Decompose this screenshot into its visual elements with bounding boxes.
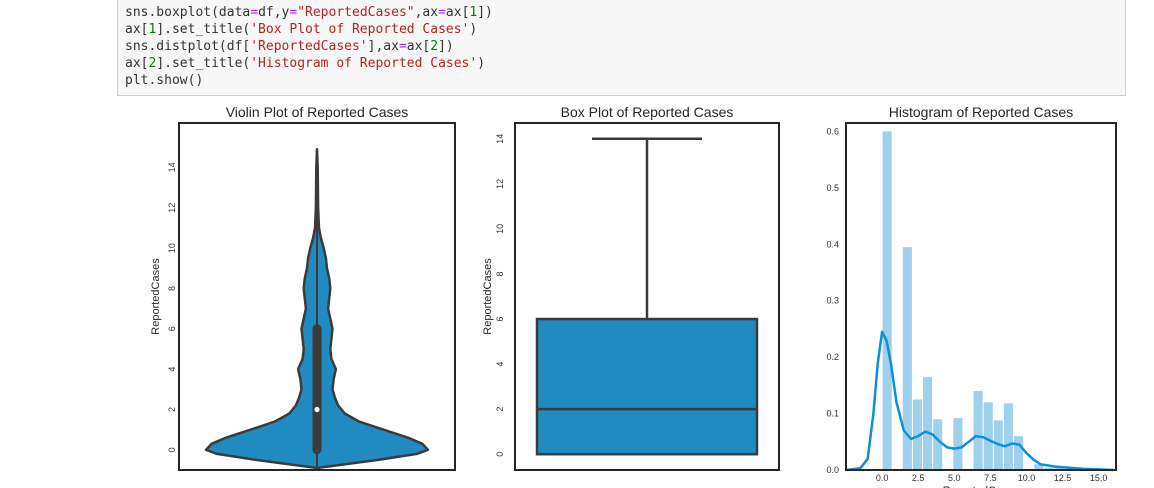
plot-frame: [845, 122, 1117, 471]
y-tick-label: 6: [167, 326, 177, 331]
y-tick-label: 6: [495, 317, 505, 322]
y-tick-label: 0: [495, 452, 505, 457]
code-token: 'ReportedCases': [250, 39, 368, 54]
y-tick-label: 0.5: [826, 183, 839, 193]
y-axis-label: ReportedCases: [482, 258, 494, 335]
box-iqr: [535, 317, 759, 456]
code-token: ax[: [445, 5, 470, 20]
histogram-bar: [983, 402, 993, 470]
histogram-bar: [912, 399, 923, 470]
code-token: ax[: [406, 39, 431, 54]
code-token: ): [469, 22, 478, 37]
code-token: 1: [469, 5, 478, 20]
y-tick-label: 12: [167, 203, 177, 213]
histogram-bar: [1013, 436, 1024, 470]
code-token: sns.boxplot(data: [125, 5, 251, 20]
code-token: =: [398, 39, 407, 54]
x-tick-label: 0.0: [876, 473, 889, 483]
y-tick-label: 2: [167, 407, 177, 412]
y-tick-label: 0.3: [826, 296, 839, 306]
x-tick-label: 5.0: [948, 473, 961, 483]
code-token: 1: [148, 22, 157, 37]
code-token: 'Histogram of Reported Cases': [250, 56, 478, 71]
y-tick-label: 12: [495, 179, 505, 189]
y-tick-label: 0.6: [826, 126, 839, 136]
y-tick-label: 0: [167, 447, 177, 452]
y-tick-label: 4: [167, 367, 177, 372]
histogram-bar: [1054, 467, 1064, 470]
y-tick-label: 14: [495, 134, 505, 144]
code-token: sns.distplot(df[: [125, 39, 251, 54]
y-tick-label: 2: [495, 407, 505, 412]
code-line: ax[1].set_title('Box Plot of Reported Ca…: [125, 21, 493, 38]
y-tick-label: 8: [495, 271, 505, 276]
figure: Violin Plot of Reported Cases 0 2 4 6 8 10 12 14…: [150, 104, 1117, 488]
code-token: 2: [148, 56, 157, 71]
code-token: ax[: [125, 56, 149, 71]
code-line: ax[2].set_title('Histogram of Reported C…: [125, 55, 493, 72]
y-tick-label: 0.4: [826, 239, 839, 249]
code-token: 2: [430, 39, 439, 54]
violin-median-point: [314, 406, 320, 413]
x-tick-label: 12.5: [1054, 473, 1072, 483]
code-token: ].set_title(: [156, 22, 251, 37]
plot-frame: [178, 122, 456, 471]
code-token: ]): [438, 39, 454, 54]
box-panel: Box Plot of Reported Cases 0 2 4 6 8 10 12 14 Rep…: [482, 104, 780, 471]
code-line: sns.distplot(df['ReportedCases'],ax=ax[2…: [125, 38, 493, 55]
code-token: =: [289, 5, 298, 20]
code-line: sns.boxplot(data=df,y="ReportedCases",ax…: [125, 4, 493, 21]
code-token: "ReportedCases": [297, 5, 415, 20]
code-token: ): [477, 56, 486, 71]
plot-frame: [514, 122, 780, 471]
x-tick-label: 7.5: [984, 473, 997, 483]
histogram-bar: [1003, 403, 1013, 470]
y-tick-label: 0.2: [826, 352, 839, 362]
histogram-panel: Histogram of Reported Cases 0.0 0.1 0.2 0.3 0…: [826, 104, 1117, 488]
y-tick-label: 10: [167, 243, 177, 253]
code-token: =: [438, 5, 446, 20]
y-tick-label: 14: [167, 162, 177, 172]
histogram-bar: [923, 376, 933, 470]
histogram-bar: [1044, 467, 1054, 470]
violin-panel: Violin Plot of Reported Cases 0 2 4 6 8 10 12 14…: [150, 104, 456, 471]
y-tick-label: 4: [495, 362, 505, 367]
y-tick-label: 0.1: [826, 409, 839, 419]
histogram-bar: [933, 419, 943, 470]
code-token: df,y: [258, 5, 290, 20]
kde-line: [845, 330, 1114, 472]
x-tick-label: 10.0: [1018, 473, 1036, 483]
code-token: ]): [477, 5, 493, 20]
x-tick-label: 15.0: [1090, 473, 1108, 483]
code-token: =: [250, 5, 259, 20]
code-token: ax[: [125, 22, 149, 37]
code-token: ],ax: [367, 39, 399, 54]
y-tick-label: 0.0: [826, 465, 839, 475]
y-axis-label: ReportedCases: [150, 258, 162, 335]
chart-title: Violin Plot of Reported Cases: [226, 104, 409, 120]
code-editor[interactable]: sns.boxplot(data=df,y="ReportedCases",ax…: [125, 4, 493, 89]
histogram-bar: [882, 131, 892, 470]
code-cell[interactable]: sns.boxplot(data=df,y="ReportedCases",ax…: [117, 0, 1126, 96]
code-line: plt.show(): [125, 72, 493, 89]
chart-title: Histogram of Reported Cases: [889, 104, 1073, 120]
code-token: ,ax: [414, 5, 439, 20]
histogram-bar: [973, 391, 983, 470]
x-tick-label: 2.5: [912, 473, 925, 483]
code-token: 'Box Plot of Reported Cases': [250, 22, 470, 37]
chart-title: Box Plot of Reported Cases: [561, 104, 734, 120]
histogram-bar: [1034, 464, 1044, 470]
code-token: plt.show(): [125, 73, 204, 88]
y-tick-label: 10: [495, 224, 505, 234]
histogram-bar: [902, 247, 912, 470]
y-tick-label: 8: [167, 286, 177, 291]
code-token: ].set_title(: [156, 56, 251, 71]
histogram-bar: [953, 418, 963, 470]
x-axis-label: ReportedCases: [943, 485, 1020, 488]
